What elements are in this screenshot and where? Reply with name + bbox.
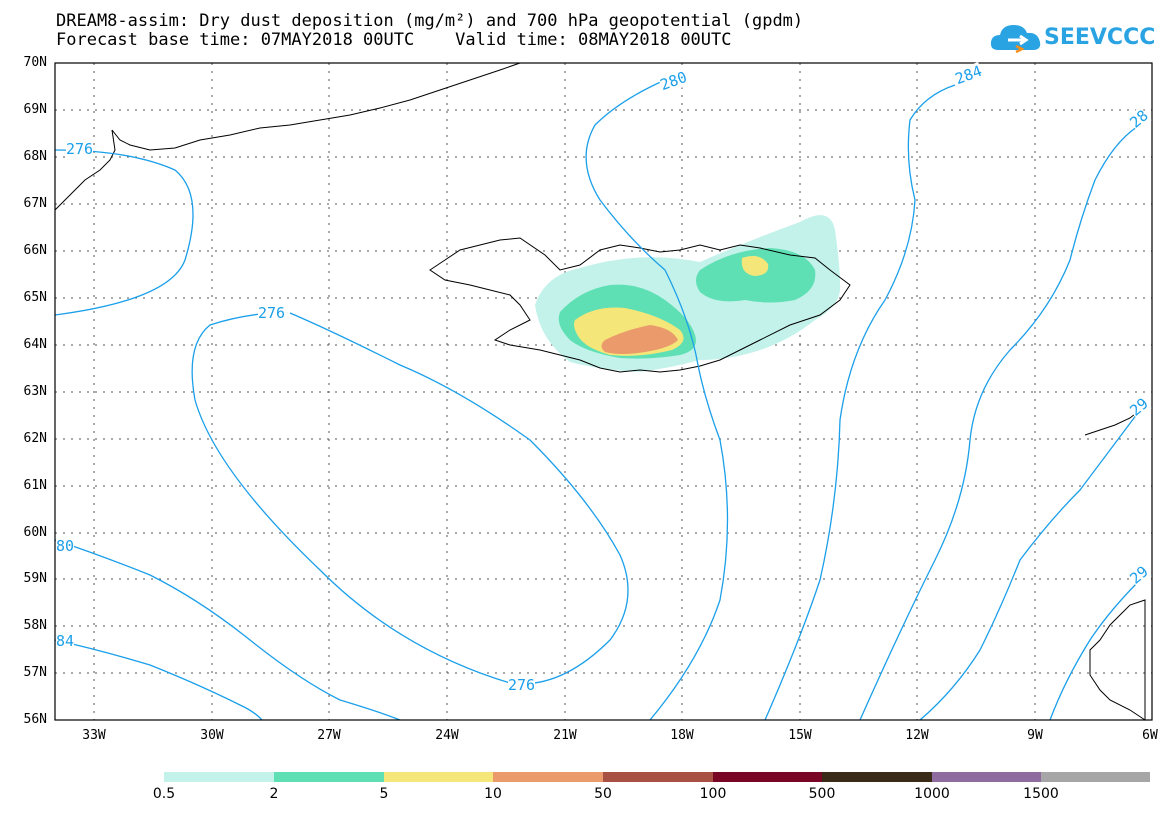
lat-label: 66N (23, 243, 47, 258)
colorbar-swatch (713, 772, 822, 782)
map-subtitle: Forecast base time: 07MAY2018 00UTC Vali… (56, 30, 732, 50)
lat-label: 62N (23, 431, 47, 446)
coastlines (54, 62, 1146, 721)
geopotential-contours (54, 79, 1141, 721)
colorbar-label: 10 (484, 786, 502, 802)
contour-284-west (54, 639, 263, 721)
contour-label: 276 (66, 140, 94, 158)
colorbar-label: 1000 (914, 786, 950, 802)
lon-label: 30W (200, 728, 224, 743)
seevccc-logo: SEEVCCC (990, 20, 1155, 56)
colorbar-swatch (493, 772, 603, 782)
colorbar-swatch (384, 772, 493, 782)
contour-276-central (191, 311, 629, 685)
colorbar-swatch (603, 772, 713, 782)
lat-label: 63N (23, 384, 47, 399)
lon-label: 9W (1027, 728, 1043, 743)
colorbar-swatch (274, 772, 384, 782)
norway-coast-south (1089, 599, 1146, 721)
dust-deposition-field (535, 215, 841, 372)
greenland-coast (111, 62, 521, 151)
contour-288 (859, 124, 1141, 721)
colorbar-label: 2 (269, 786, 279, 802)
contour-label: 80 (56, 537, 75, 555)
contour-292 (919, 409, 1141, 721)
logo-text: SEEVCCC (1044, 25, 1156, 50)
lat-label: 68N (23, 149, 47, 164)
lon-label: 18W (670, 728, 694, 743)
contour-label: 84 (56, 632, 75, 650)
lat-label: 60N (23, 525, 47, 540)
colorbar-label: 1500 (1023, 786, 1059, 802)
lon-label: 12W (905, 728, 929, 743)
colorbar-label: 100 (699, 786, 727, 802)
lon-label: 15W (788, 728, 812, 743)
lon-label: 24W (435, 728, 459, 743)
colorbar-label: 50 (594, 786, 612, 802)
contour-label: 276 (508, 676, 536, 694)
graticule (55, 63, 1152, 720)
contour-284-main (764, 84, 956, 721)
norway-coast (1084, 409, 1141, 436)
lat-label: 65N (23, 290, 47, 305)
lat-label: 64N (23, 337, 47, 352)
lat-label: 70N (23, 55, 47, 70)
lon-label: 21W (553, 728, 577, 743)
colorbar-label: 500 (808, 786, 836, 802)
lat-label: 69N (23, 102, 47, 117)
lat-label: 57N (23, 665, 47, 680)
greenland-coast-west (54, 129, 116, 211)
colorbar-swatch (164, 772, 274, 782)
cloud-icon (990, 25, 1041, 54)
contour-276-north (54, 149, 194, 316)
contour-280-west (54, 539, 401, 721)
dust-10-area (601, 325, 678, 354)
iceland-coast (429, 237, 851, 373)
contour-label: 276 (258, 304, 286, 322)
dust-5-area-east (741, 256, 769, 276)
lon-label: 6W (1142, 728, 1158, 743)
colorbar-swatch (822, 772, 932, 782)
colorbar-label: 0.5 (152, 786, 176, 802)
contour-280-main (585, 79, 729, 721)
lat-label: 56N (23, 712, 47, 727)
lat-label: 61N (23, 478, 47, 493)
lat-label: 67N (23, 196, 47, 211)
colorbar-label: 5 (379, 786, 389, 802)
lon-label: 27W (317, 728, 341, 743)
colorbar-swatch (1041, 772, 1150, 782)
lon-label: 33W (82, 728, 106, 743)
lat-label: 58N (23, 618, 47, 633)
map-title: DREAM8-assim: Dry dust deposition (mg/m²… (56, 11, 804, 31)
colorbar-swatch (932, 772, 1041, 782)
lat-label: 59N (23, 571, 47, 586)
map-frame (54, 62, 1153, 721)
contour-296 (1049, 579, 1141, 721)
